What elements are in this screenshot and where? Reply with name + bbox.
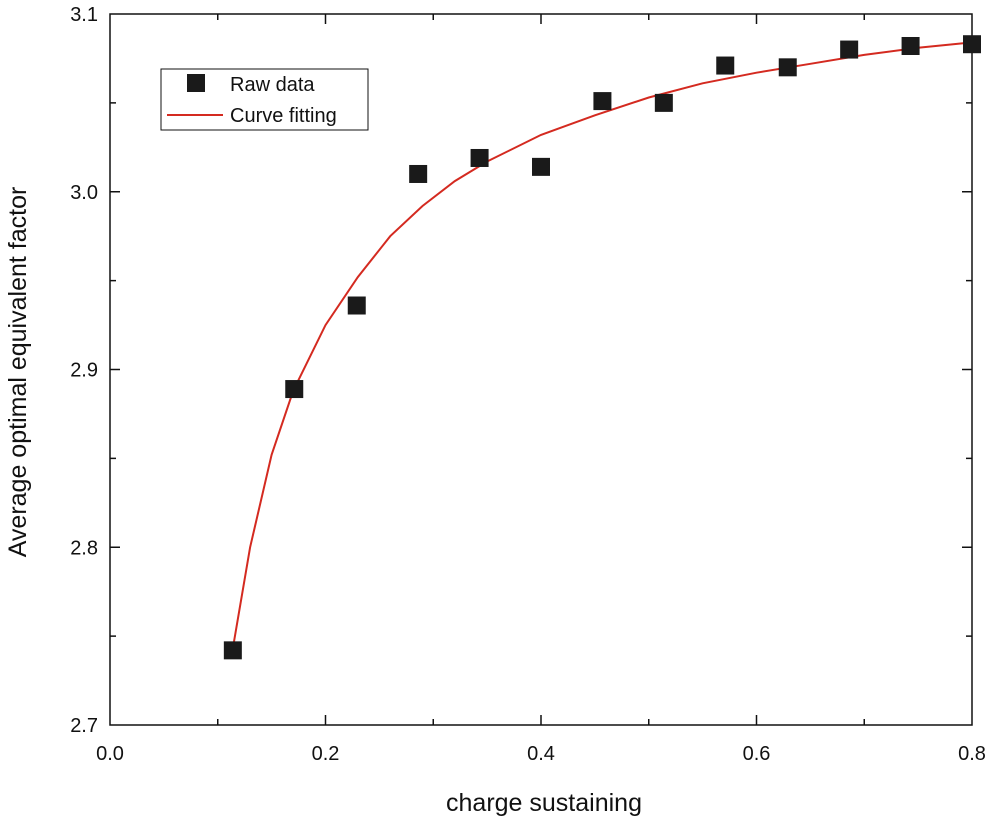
x-tick-label: 0.0 <box>96 743 124 765</box>
legend-raw-data-marker <box>187 74 205 92</box>
raw-data-point <box>778 58 797 77</box>
x-tick-label: 0.4 <box>527 743 555 765</box>
raw-data-point <box>285 380 304 399</box>
y-axis-label: Average optimal equivalent factor <box>4 187 32 558</box>
raw-data-point <box>901 36 920 55</box>
raw-data-point <box>593 92 612 111</box>
y-tick-label: 3.1 <box>70 4 98 26</box>
raw-data-markers <box>223 35 981 660</box>
y-tick-labels: 2.7 2.8 2.9 3.0 3.1 <box>70 4 98 737</box>
raw-data-point <box>716 56 735 75</box>
axis-ticks <box>110 14 972 725</box>
legend-raw-data-label: Raw data <box>230 74 315 96</box>
x-tick-labels: 0.0 0.2 0.4 0.6 0.8 <box>96 743 986 765</box>
raw-data-point <box>470 148 489 167</box>
x-tick-label: 0.2 <box>312 743 340 765</box>
legend-curve-fitting-label: Curve fitting <box>230 105 337 127</box>
raw-data-point <box>963 35 981 54</box>
legend: Raw data Curve fitting <box>160 68 369 131</box>
y-tick-label: 2.9 <box>70 360 98 382</box>
plot-frame <box>109 13 973 726</box>
raw-data-point <box>409 164 428 183</box>
x-tick-label: 0.6 <box>743 743 771 765</box>
y-tick-label: 3.0 <box>70 182 98 204</box>
raw-data-point <box>840 40 859 59</box>
y-tick-label: 2.8 <box>70 537 98 559</box>
raw-data-point <box>223 641 242 660</box>
raw-data-point <box>347 296 366 315</box>
raw-data-point <box>532 157 550 176</box>
y-tick-label: 2.7 <box>70 715 98 737</box>
curve-fitting-line <box>231 41 973 649</box>
x-tick-label: 0.8 <box>958 743 986 765</box>
raw-data-point <box>654 93 673 112</box>
x-axis-label: charge sustaining <box>446 789 642 817</box>
